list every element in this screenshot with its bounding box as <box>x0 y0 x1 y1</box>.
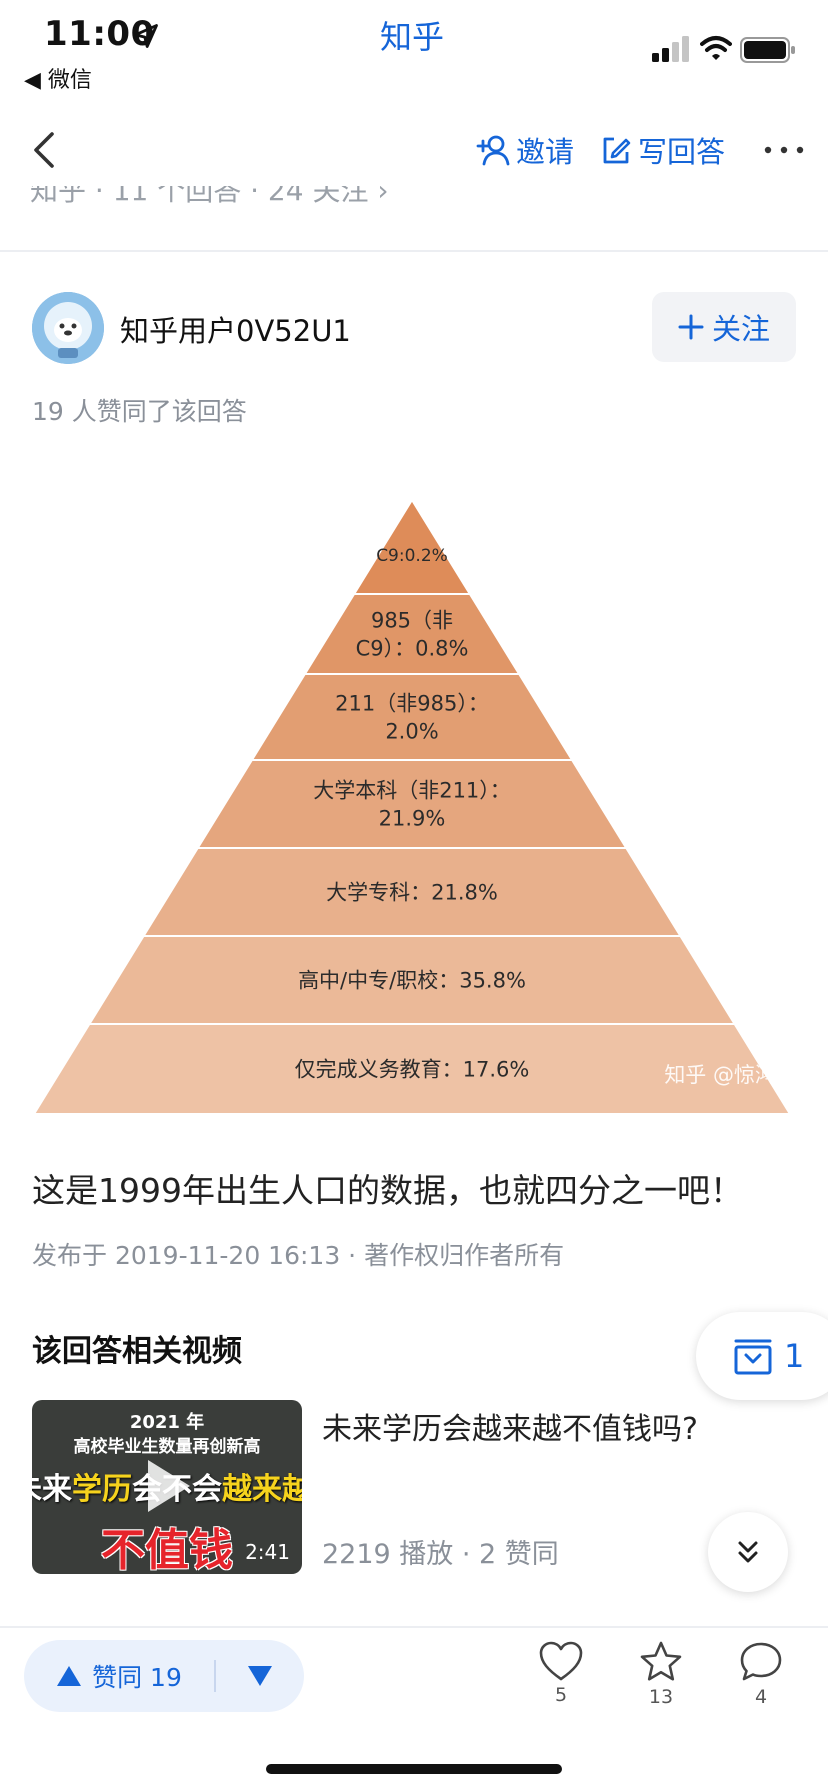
battery-icon <box>740 37 795 63</box>
location-arrow-icon <box>134 24 158 48</box>
invite-button[interactable]: 邀请 <box>476 128 574 172</box>
vote-separator <box>214 1660 216 1692</box>
follow-button[interactable]: 关注 <box>652 292 796 362</box>
collect-count: 1 <box>784 1337 805 1375</box>
star-count: 13 <box>648 1686 674 1708</box>
pyramid-layer <box>303 593 521 675</box>
avatar-illustration <box>32 292 104 364</box>
thumb-headline-b: 学历 <box>72 1472 132 1507</box>
video-duration: 2:41 <box>245 1540 290 1564</box>
pyramid-layer <box>250 673 574 761</box>
back-to-wechat-link[interactable]: ◀ 微信 <box>24 68 92 93</box>
video-thumbnail[interactable]: 2021 年 高校毕业生数量再创新高 未来学历会不会越来越 不值钱 2:41 <box>32 1400 302 1574</box>
pyramid-layer-label: 21.9% <box>379 806 446 830</box>
video-stats: 2219 播放 · 2 赞同 <box>322 1539 559 1570</box>
author-name[interactable]: 知乎用户0V52U1 <box>120 314 351 348</box>
collect-box-icon <box>734 1339 772 1375</box>
bottom-bar-divider <box>0 1626 828 1628</box>
star-icon <box>640 1641 682 1681</box>
pyramid-layer-label: C9:0.2% <box>376 546 448 566</box>
thumb-headline-d: 越来越 <box>222 1472 302 1507</box>
thumb-subtitle: 高校毕业生数量再创新高 <box>73 1437 261 1457</box>
like-count: 5 <box>554 1684 568 1706</box>
pyramid-layer-label: 2.0% <box>385 719 438 743</box>
pyramid-layer-label: 大学本科（非211）： <box>313 778 511 802</box>
pyramid-layer-label: 高中/中专/职校：35.8% <box>298 968 526 992</box>
invite-label: 邀请 <box>516 135 575 169</box>
section-divider <box>0 250 828 252</box>
pyramid-layer-label: C9）：0.8% <box>356 636 469 660</box>
downvote-triangle-icon <box>248 1666 272 1686</box>
upvote-label: 赞同 19 <box>92 1663 182 1692</box>
star-button[interactable]: 13 <box>626 1640 696 1720</box>
pyramid-layer-label: 仅完成义务教育：17.6% <box>295 1057 530 1081</box>
image-watermark: 知乎 @惊鸿 <box>664 1063 776 1087</box>
like-button[interactable]: 5 <box>526 1640 596 1720</box>
pyramid-layer <box>195 759 629 849</box>
back-arrow-icon[interactable] <box>30 128 60 172</box>
author-avatar[interactable] <box>32 292 104 364</box>
vote-control: 赞同 19 <box>24 1640 304 1712</box>
app-title: 知乎 <box>380 18 445 56</box>
comment-count: 4 <box>754 1686 768 1708</box>
thumb-headline: 未来学历会不会越来越 <box>32 1464 302 1508</box>
question-meta[interactable]: 知乎 · 11 个回答 · 24 关注 › <box>30 186 389 206</box>
double-chevron-down-icon <box>738 1541 758 1563</box>
top-nav: 邀请 写回答 <box>0 110 828 190</box>
more-options-icon[interactable] <box>762 132 806 168</box>
related-videos-title: 该回答相关视频 <box>32 1334 242 1369</box>
education-pyramid-image[interactable]: C9:0.2% 985（非 C9）：0.8% 211（非985）： 2.0% 大学本科（非… <box>32 494 796 1116</box>
pyramid-layer <box>32 1023 792 1115</box>
video-title[interactable]: 未来学历会越来越不值钱吗? <box>322 1412 698 1447</box>
comment-bubble-icon <box>740 1642 782 1681</box>
pyramid-layer-label: 大学专科：21.8% <box>326 880 498 904</box>
thumb-red-text: 不值钱 <box>101 1525 233 1574</box>
upvote-triangle-icon <box>57 1666 82 1686</box>
vote-note: 19 人赞同了该回答 <box>32 397 247 426</box>
edit-icon <box>603 137 631 164</box>
scroll-next-button[interactable] <box>708 1512 788 1592</box>
home-indicator <box>266 1764 562 1774</box>
play-icon[interactable] <box>140 1454 196 1518</box>
publish-info: 发布于 2019-11-20 16:13 · 著作权归作者所有 <box>32 1241 565 1270</box>
thumb-year: 2021 年 <box>129 1412 205 1433</box>
write-answer-label: 写回答 <box>638 135 726 169</box>
cellular-signal-icon <box>652 36 689 62</box>
upvote-button[interactable]: 赞同 19 <box>24 1640 214 1712</box>
pyramid-layer-label: 985（非 <box>371 608 453 632</box>
thumb-headline-a: 未来 <box>32 1472 72 1507</box>
collect-button[interactable]: 1 <box>696 1312 828 1400</box>
answer-body-text: 这是1999年出生人口的数据，也就四分之一吧！ <box>32 1171 743 1210</box>
add-user-icon <box>476 135 510 166</box>
downvote-button[interactable] <box>220 1640 300 1712</box>
plus-icon <box>678 314 704 340</box>
follow-label: 关注 <box>711 312 770 346</box>
comment-button[interactable]: 4 <box>726 1640 796 1720</box>
heart-icon <box>539 1641 583 1681</box>
status-bar: 11:00 ◀ 微信 知乎 <box>0 0 828 100</box>
pyramid-layer-label: 211（非985）： <box>335 691 489 715</box>
wifi-icon <box>700 36 732 60</box>
write-answer-button[interactable]: 写回答 <box>600 128 725 172</box>
